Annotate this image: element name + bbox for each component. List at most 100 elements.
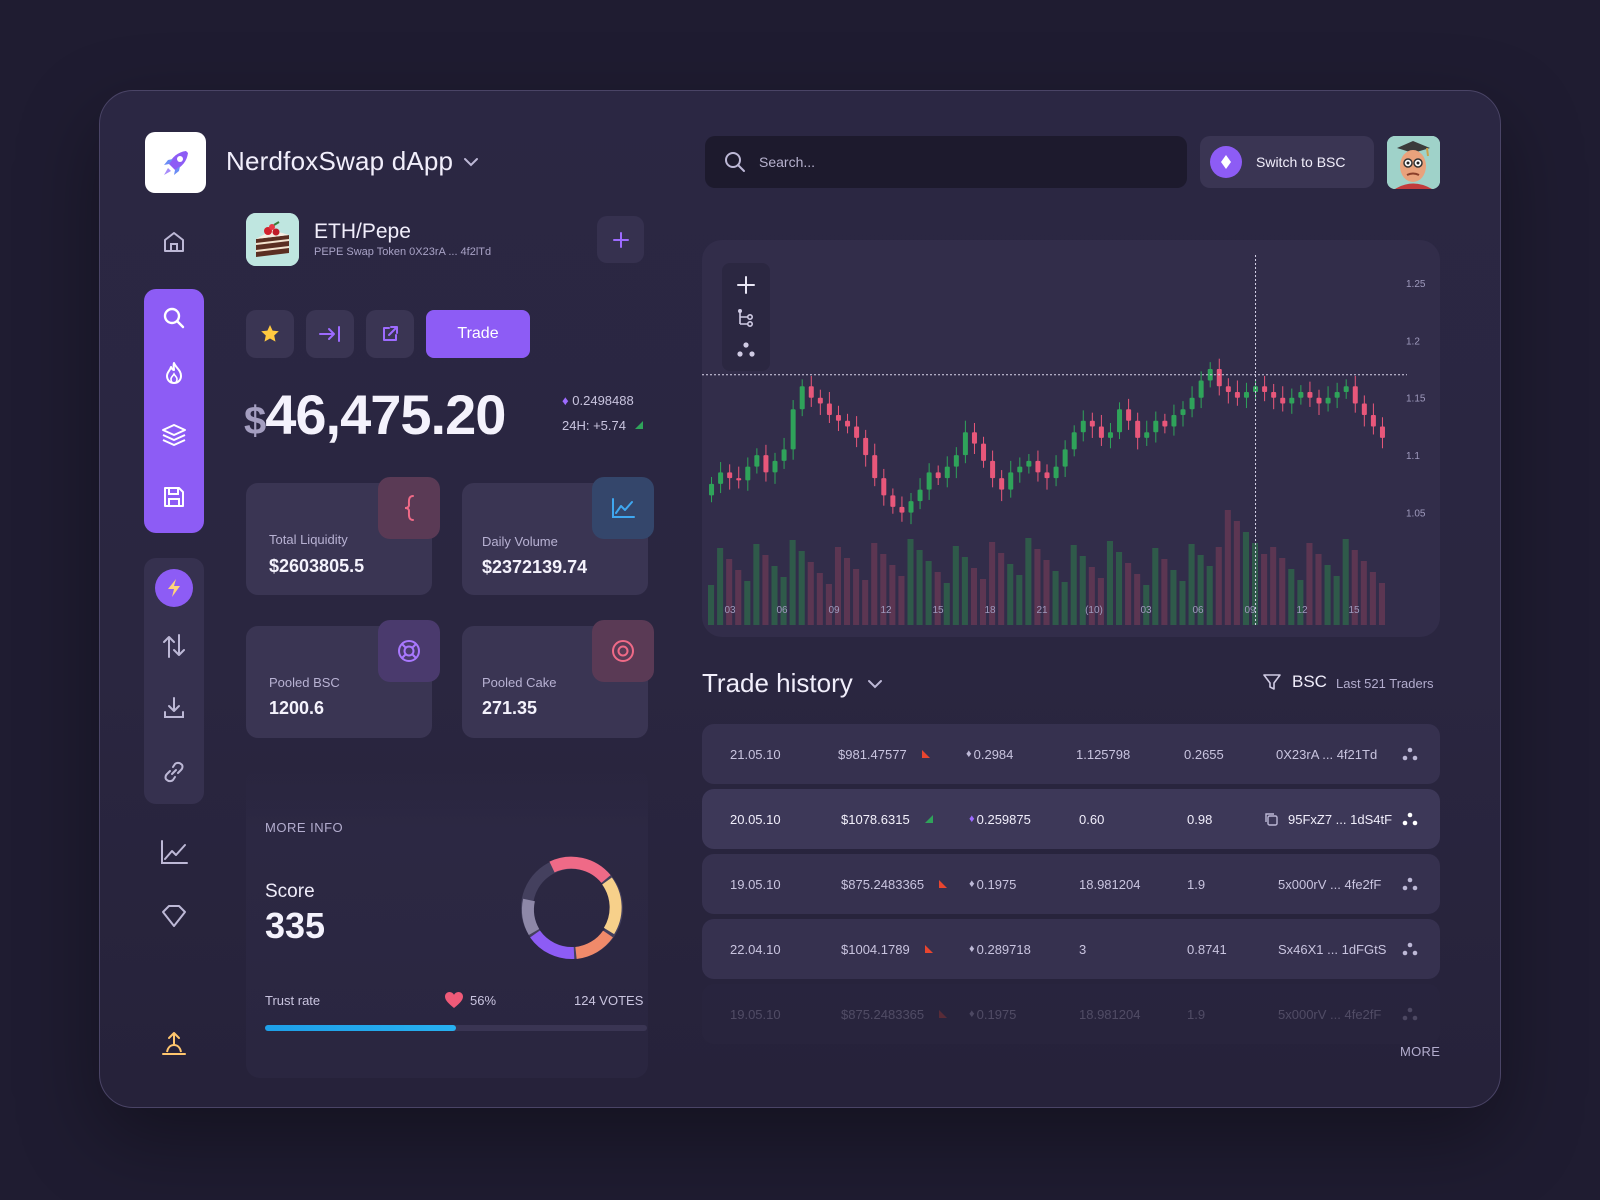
switch-label: Switch to BSC	[1256, 154, 1346, 170]
volume-bar	[1261, 554, 1268, 625]
sidebar-search[interactable]	[144, 288, 204, 348]
dots-cluster-icon[interactable]	[736, 341, 756, 359]
volume-bar	[1206, 566, 1213, 625]
heart-icon	[445, 992, 463, 1008]
candle-body	[1334, 391, 1340, 398]
volume-bar	[834, 547, 841, 625]
candle-body	[736, 478, 742, 481]
stat-badge	[592, 620, 654, 682]
eth-diamond-icon: ♦	[562, 393, 569, 408]
trade-button[interactable]: Trade	[426, 310, 530, 358]
sidebar-analytics[interactable]	[144, 822, 204, 882]
app-title-dropdown[interactable]: NerdfoxSwap dApp	[226, 146, 479, 177]
sidebar-download[interactable]	[144, 678, 204, 738]
sidebar-home[interactable]	[144, 212, 204, 272]
chevron-down-icon	[867, 679, 882, 688]
volume-bar	[1224, 510, 1231, 625]
table-row[interactable]: 22.04.10 $1004.1789 ♦ 0.289718 3 0.8741 Sx46X1…	[702, 919, 1440, 979]
favorite-button[interactable]	[246, 310, 294, 358]
more-history-link[interactable]: MORE	[1400, 1044, 1441, 1059]
stat-value: 1200.6	[269, 698, 325, 718]
volume-bar	[907, 539, 914, 625]
user-avatar[interactable]	[1387, 136, 1440, 189]
row-date: 19.05.10	[730, 876, 781, 892]
star-icon	[261, 325, 279, 342]
plus-icon	[612, 231, 629, 248]
candle-body	[1180, 409, 1186, 415]
candle-body	[1071, 432, 1077, 450]
eth-icon	[1210, 146, 1242, 178]
volume-bar	[844, 558, 851, 625]
pair-subtitle: PEPE Swap Token 0X23rA ... 4f2lTd	[314, 246, 492, 258]
add-pair-button[interactable]	[597, 216, 644, 263]
stat-value: $2603805.5	[269, 556, 365, 576]
candle-body	[890, 495, 896, 507]
switch-network-button[interactable]: Switch to BSC	[1200, 136, 1374, 188]
send-button[interactable]	[306, 310, 354, 358]
volume-bar	[1288, 569, 1295, 625]
copy-icon	[1265, 813, 1278, 826]
price-chart[interactable]: 1.31.251.21.151.11.0503060912151821(10)0…	[702, 240, 1440, 637]
crosshair-plus-icon[interactable]	[736, 275, 756, 295]
more-info-link[interactable]: MORE INFO	[265, 820, 344, 835]
score-label: Score	[265, 881, 315, 902]
table-row[interactable]: 19.05.10 $875.2483365 ♦ 0.1975 18.981204 1.9 5…	[702, 854, 1440, 914]
tree-icon[interactable]	[736, 308, 756, 328]
volume-bar	[1197, 555, 1204, 625]
eth-amount: ♦ 0.2498488	[562, 393, 634, 408]
search-bar[interactable]	[705, 136, 1187, 188]
volume-bar	[798, 551, 805, 625]
row-eth: ♦ 0.2984	[966, 724, 1013, 784]
row-fee: 1.9	[1187, 876, 1206, 892]
volume-bar	[1315, 554, 1322, 625]
candle-body	[817, 397, 823, 404]
volume-bar	[1043, 560, 1050, 625]
sidebar-layers[interactable]	[144, 405, 204, 465]
volume-bar	[889, 565, 896, 625]
sidebar-gem[interactable]	[144, 886, 204, 946]
candle-body	[1262, 386, 1268, 392]
sidebar-save[interactable]	[144, 467, 204, 527]
candle-body	[845, 420, 851, 427]
sidebar-swap[interactable]	[144, 616, 204, 676]
votes-count: 124 VOTES	[574, 993, 644, 1008]
sidebar-upload[interactable]	[144, 1014, 204, 1074]
candle-body	[1379, 426, 1385, 438]
sidebar-trending[interactable]	[144, 343, 204, 403]
sidebar-link[interactable]	[144, 742, 204, 802]
row-more-button[interactable]	[1402, 724, 1418, 784]
volume-bar	[744, 581, 751, 625]
trade-history-header[interactable]: Trade history	[702, 668, 883, 699]
row-eth-value: 0.2984	[973, 746, 1014, 762]
history-filter[interactable]: BSC	[1262, 672, 1327, 692]
candle-body	[1171, 414, 1177, 427]
row-more-button[interactable]	[1402, 984, 1418, 1044]
volume-bar	[853, 569, 860, 625]
share-button[interactable]	[366, 310, 414, 358]
table-row[interactable]: 20.05.10 $1078.6315 ♦ 0.259875 0.60 0.98 95FxZ…	[702, 789, 1440, 849]
row-more-button[interactable]	[1402, 854, 1418, 914]
row-eth-value: 0.259875	[976, 811, 1031, 827]
rocket-icon	[163, 150, 188, 175]
table-row[interactable]: 19.05.10 $875.2483365 ♦ 0.1975 18.981204 1.9 5…	[702, 984, 1440, 1044]
row-eth-value: 0.1975	[976, 1006, 1017, 1022]
volume-bar	[1106, 541, 1113, 625]
target-icon	[612, 640, 634, 662]
volume-bar	[1070, 545, 1077, 625]
row-address: 5x000rV ... 4fe2fF	[1278, 1006, 1382, 1022]
table-row[interactable]: 21.05.10 $981.47577 ♦ 0.2984 1.125798 0.2655 0…	[702, 724, 1440, 784]
price-currency: $	[244, 399, 266, 443]
dots-cluster-icon	[1402, 877, 1418, 891]
x-tick-label: 12	[1296, 605, 1308, 616]
row-price: $981.47577	[838, 724, 931, 784]
stat-badge	[378, 477, 440, 539]
row-more-button[interactable]	[1402, 919, 1418, 979]
row-more-button[interactable]	[1402, 789, 1418, 849]
copy-address-button[interactable]	[1264, 789, 1278, 849]
app-logo[interactable]	[145, 132, 206, 193]
sidebar-bolt[interactable]	[155, 569, 193, 607]
candle-body	[999, 478, 1005, 490]
candle-body	[781, 449, 787, 461]
candle-body	[718, 472, 724, 484]
search-input[interactable]	[759, 154, 1139, 170]
